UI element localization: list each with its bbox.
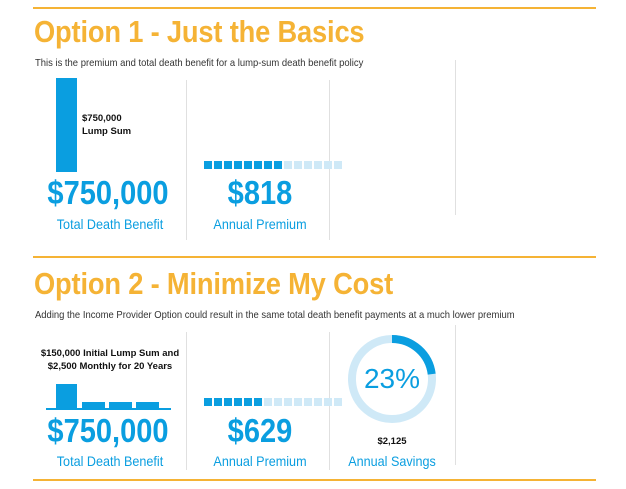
monthly-payment-bar xyxy=(82,402,105,408)
premium-meter-segment-empty xyxy=(334,398,342,406)
option-1-premium-meter xyxy=(204,161,342,169)
option-1-premium-caption: Annual Premium xyxy=(213,216,307,232)
option-1-title: Option 1 - Just the Basics xyxy=(34,14,365,49)
savings-caption: Annual Savings xyxy=(348,453,436,469)
premium-meter-segment-empty xyxy=(294,398,302,406)
premium-meter-segment-empty xyxy=(334,161,342,169)
section-divider xyxy=(33,256,596,258)
lump-sum-label: $750,000 Lump Sum xyxy=(82,112,131,138)
option-1-death-benefit-caption: Total Death Benefit xyxy=(56,216,164,232)
option-2-subtitle: Adding the Income Provider Option could … xyxy=(35,309,515,321)
premium-meter-segment-filled xyxy=(204,161,212,169)
monthly-payment-text: $2,500 Monthly for 20 Years xyxy=(47,361,173,372)
column-divider xyxy=(455,60,456,215)
option-1-premium-value: $818 xyxy=(227,174,293,211)
premium-meter-segment-filled xyxy=(224,398,232,406)
monthly-payment-bar xyxy=(136,402,159,408)
option-2-title: Option 2 - Minimize My Cost xyxy=(34,266,393,301)
premium-meter-segment-filled xyxy=(264,161,272,169)
premium-meter-segment-filled xyxy=(214,161,222,169)
premium-meter-segment-empty xyxy=(284,398,292,406)
premium-meter-segment-empty xyxy=(314,161,322,169)
monthly-payment-bar xyxy=(109,402,132,408)
premium-meter-segment-filled xyxy=(254,398,262,406)
option-2-premium-value: $629 xyxy=(227,412,293,449)
premium-meter-segment-empty xyxy=(274,398,282,406)
premium-meter-segment-empty xyxy=(304,398,312,406)
option-1-death-benefit-value: $750,000 xyxy=(47,174,169,211)
premium-meter-segment-empty xyxy=(264,398,272,406)
premium-meter-segment-empty xyxy=(324,161,332,169)
option-2-death-benefit-caption: Total Death Benefit xyxy=(56,453,164,469)
initial-lump-sum-text: $150,000 Initial Lump Sum and xyxy=(40,348,180,359)
premium-meter-segment-empty xyxy=(314,398,322,406)
savings-ring-fill xyxy=(348,335,436,423)
column-divider xyxy=(329,80,330,240)
lump-sum-text: Lump Sum xyxy=(82,126,132,137)
premium-meter-segment-empty xyxy=(294,161,302,169)
option-1-subtitle: This is the premium and total death bene… xyxy=(35,57,364,69)
top-divider xyxy=(33,7,596,9)
premium-meter-segment-filled xyxy=(274,161,282,169)
income-provider-label: $150,000 Initial Lump Sum and $2,500 Mon… xyxy=(38,347,182,373)
savings-ring xyxy=(348,335,436,423)
premium-meter-segment-empty xyxy=(304,161,312,169)
column-divider xyxy=(186,80,187,240)
premium-meter-segment-empty xyxy=(324,398,332,406)
premium-meter-segment-filled xyxy=(224,161,232,169)
premium-meter-segment-filled xyxy=(244,161,252,169)
option-2-death-benefit-value: $750,000 xyxy=(47,412,169,449)
premium-meter-segment-filled xyxy=(234,398,242,406)
bar-baseline xyxy=(46,408,171,410)
savings-percent: 23% xyxy=(363,363,421,394)
column-divider xyxy=(455,325,456,465)
premium-meter-segment-filled xyxy=(204,398,212,406)
savings-amount: $2,125 xyxy=(377,436,407,447)
premium-meter-segment-filled xyxy=(214,398,222,406)
option-2-premium-meter xyxy=(204,398,342,406)
column-divider xyxy=(186,332,187,470)
premium-meter-segment-filled xyxy=(234,161,242,169)
lump-sum-bar xyxy=(56,78,77,172)
premium-meter-segment-filled xyxy=(254,161,262,169)
option-2-premium-caption: Annual Premium xyxy=(213,453,307,469)
premium-meter-segment-empty xyxy=(284,161,292,169)
premium-meter-segment-filled xyxy=(244,398,252,406)
lump-sum-amount: $750,000 xyxy=(82,113,122,124)
initial-lump-sum-bar xyxy=(56,384,77,408)
bottom-divider xyxy=(33,479,596,481)
